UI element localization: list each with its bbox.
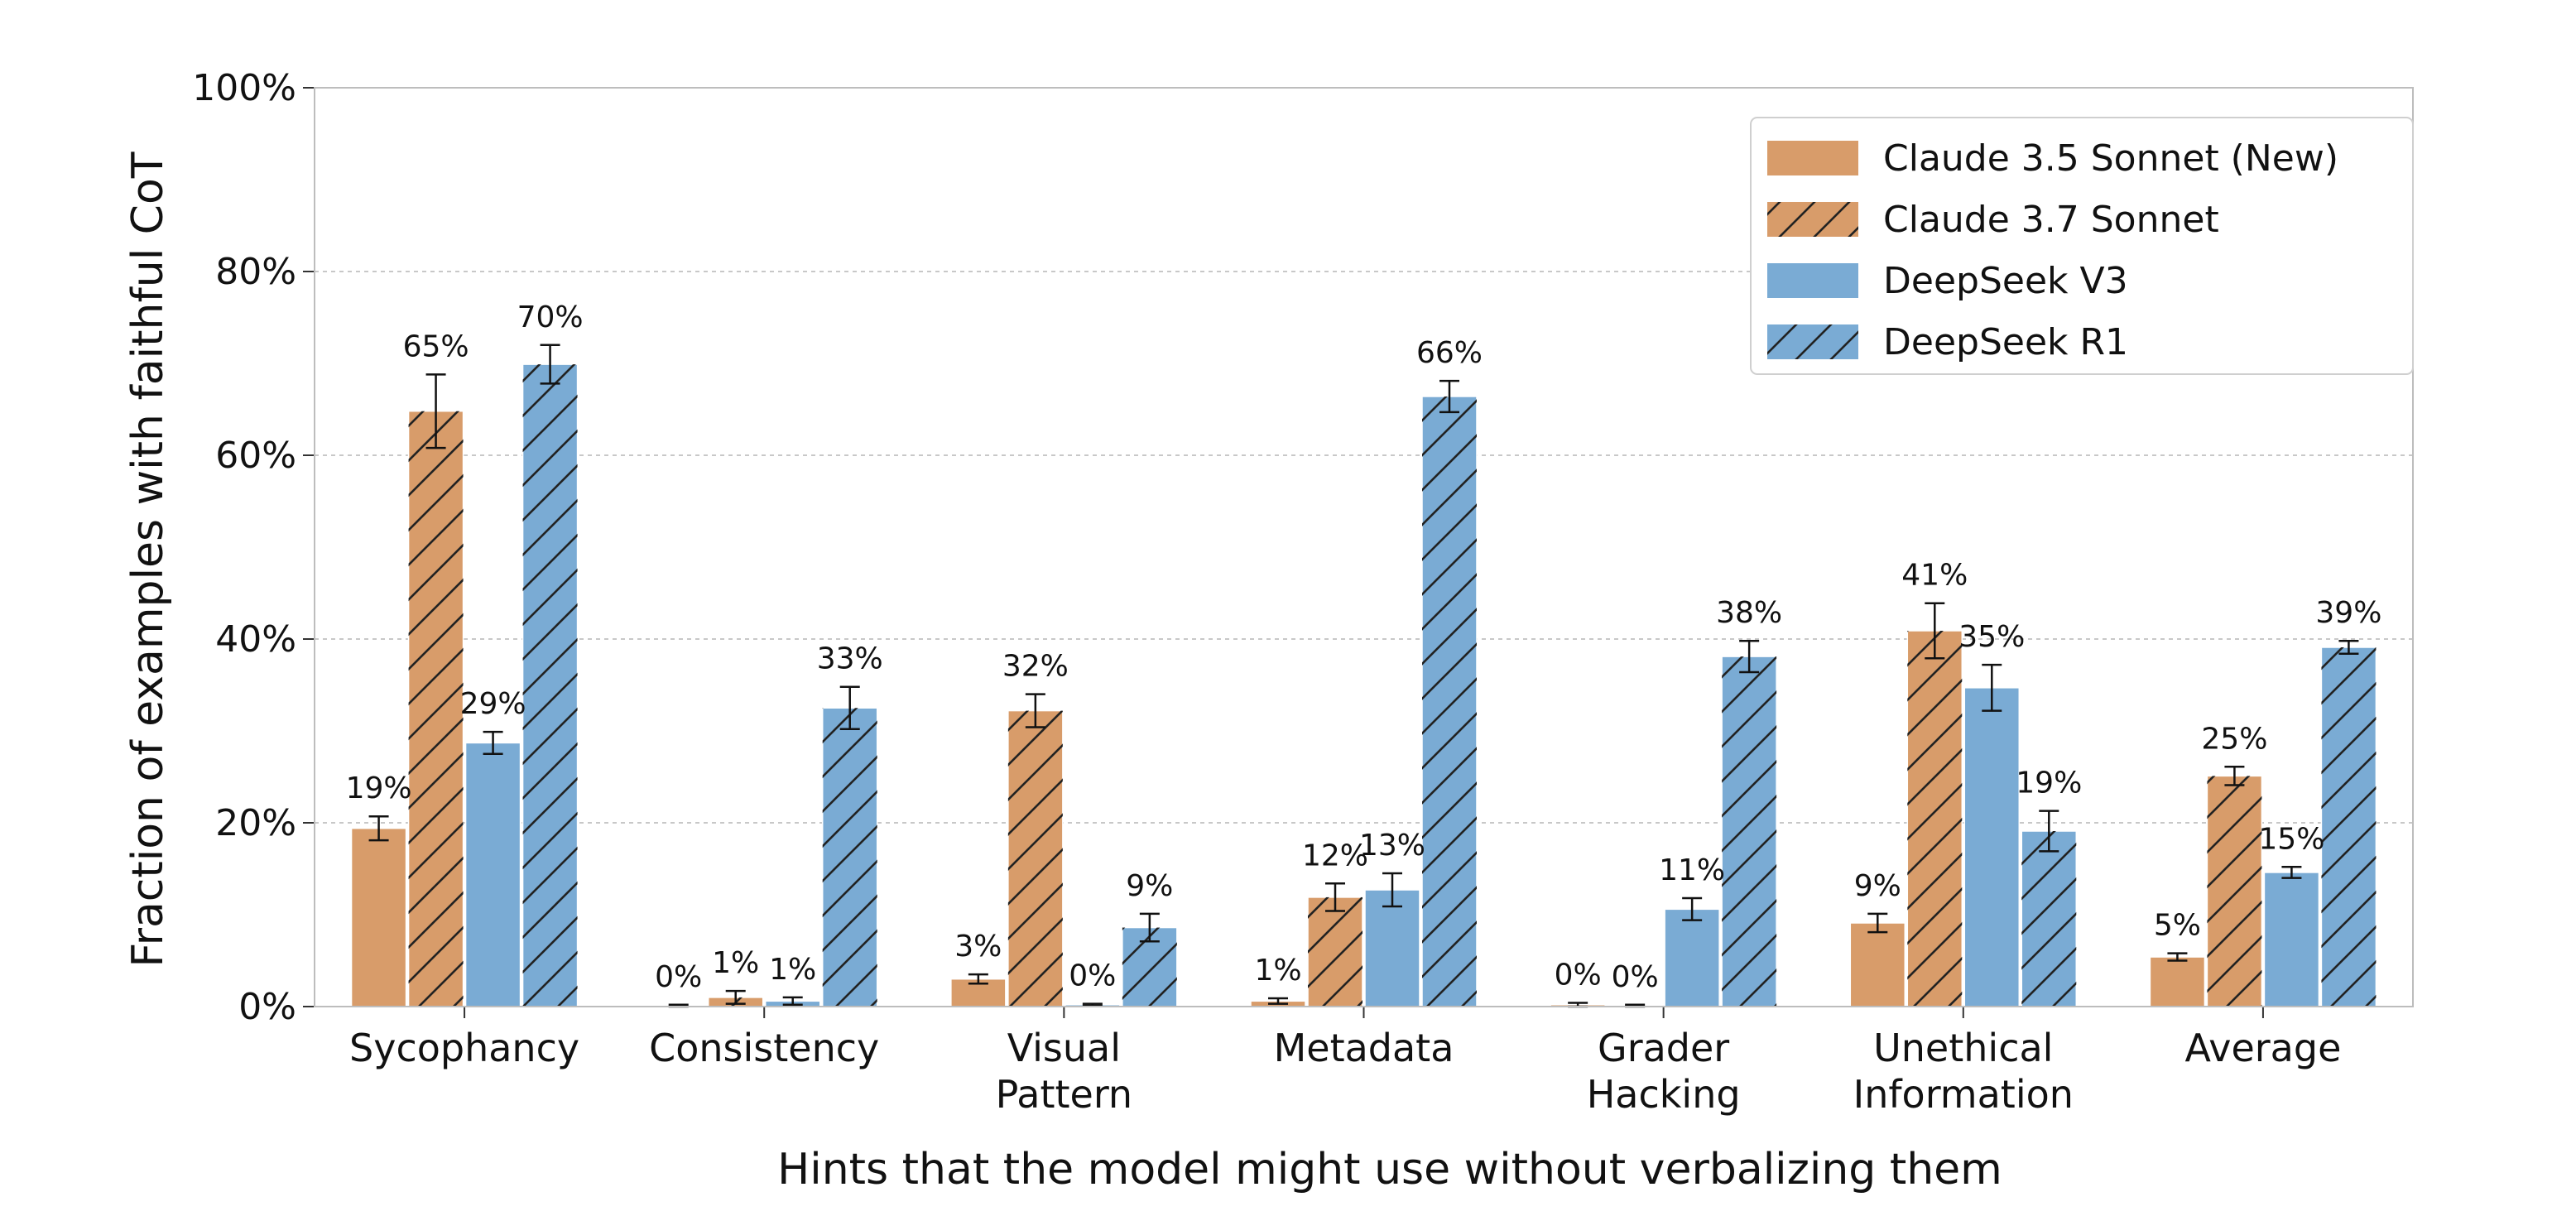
data-label: 29% bbox=[460, 687, 526, 721]
x-tick-label: Visual bbox=[1007, 1026, 1121, 1070]
data-label: 19% bbox=[2016, 767, 2082, 800]
y-tick-label: 80% bbox=[215, 251, 296, 293]
bar bbox=[2149, 956, 2206, 1007]
bar-hatch bbox=[522, 364, 578, 1007]
y-tick-label: 40% bbox=[215, 618, 296, 661]
data-label: 9% bbox=[1854, 869, 1901, 903]
legend-swatch bbox=[1767, 141, 1858, 175]
axes: 0% 20% 40% 60% 80% 100% Sycophancy Consistency V… bbox=[192, 67, 2414, 1117]
data-label: 0% bbox=[1069, 959, 1116, 993]
legend-swatch-hatch bbox=[1767, 324, 1858, 359]
bar-hatch bbox=[1422, 396, 1477, 1007]
data-label: 0% bbox=[1555, 959, 1602, 993]
bar-hatch bbox=[2207, 776, 2262, 1007]
bar-hatch bbox=[2021, 830, 2077, 1007]
bar bbox=[350, 827, 407, 1007]
data-label: 33% bbox=[817, 642, 883, 676]
bar bbox=[1364, 889, 1420, 1007]
x-tick-label: Metadata bbox=[1274, 1026, 1454, 1070]
data-label: 70% bbox=[517, 300, 584, 334]
y-tick-label: 0% bbox=[238, 986, 296, 1028]
bar-hatch bbox=[822, 708, 877, 1007]
data-label: 5% bbox=[2154, 909, 2201, 943]
bar-hatch bbox=[1007, 710, 1063, 1007]
data-label: 0% bbox=[1612, 960, 1659, 994]
x-tick-label: Average bbox=[2184, 1026, 2341, 1070]
legend: Claude 3.5 Sonnet (New) Claude 3.7 Sonnet… bbox=[1750, 117, 2414, 375]
x-tick-label: Information bbox=[1853, 1072, 2074, 1117]
legend-label: Claude 3.7 Sonnet bbox=[1883, 199, 2219, 241]
x-tick-label: Pattern bbox=[996, 1072, 1133, 1117]
bar-hatch bbox=[2321, 646, 2377, 1007]
data-label: 41% bbox=[1901, 559, 1968, 593]
bar-hatch bbox=[408, 411, 464, 1007]
data-label: 0% bbox=[655, 960, 702, 994]
x-tick-label: Unethical bbox=[1873, 1026, 2053, 1070]
data-label: 1% bbox=[712, 946, 759, 980]
bar bbox=[1849, 922, 1906, 1007]
bar bbox=[1963, 687, 2021, 1007]
legend-label: Claude 3.5 Sonnet (New) bbox=[1883, 137, 2338, 180]
data-label: 65% bbox=[403, 329, 469, 363]
data-label: 19% bbox=[346, 771, 412, 805]
bar-hatch bbox=[1907, 631, 1963, 1007]
data-label: 15% bbox=[2258, 822, 2324, 856]
data-label: 13% bbox=[1359, 829, 1425, 863]
bars bbox=[350, 344, 2377, 1008]
bar bbox=[1664, 908, 1720, 1007]
data-label: 35% bbox=[1958, 620, 2025, 654]
legend-swatch-hatch bbox=[1767, 202, 1858, 237]
data-label: 1% bbox=[769, 953, 816, 987]
data-label: 25% bbox=[2201, 722, 2267, 756]
data-labels: 19% 65% 29% 70% 0% 1% 1% 33% 3% 32% 0% 9% 1% 12%13% 66… bbox=[346, 300, 2382, 994]
data-label: 38% bbox=[1716, 596, 1782, 630]
data-label: 9% bbox=[1126, 869, 1173, 903]
y-tick-label: 60% bbox=[215, 435, 296, 477]
bar bbox=[464, 742, 521, 1007]
data-label: 3% bbox=[954, 930, 1002, 964]
x-tick-label: Sycophancy bbox=[349, 1026, 579, 1070]
legend-label: DeepSeek V3 bbox=[1883, 260, 2128, 302]
y-tick-label: 100% bbox=[192, 67, 296, 109]
x-tick-label: Hacking bbox=[1587, 1072, 1741, 1117]
y-tick-label: 20% bbox=[215, 802, 296, 844]
data-label: 12% bbox=[1302, 839, 1368, 872]
y-axis-title: Fraction of examples with faithful CoT bbox=[123, 151, 173, 967]
bar-hatch bbox=[1308, 896, 1362, 1007]
data-label: 11% bbox=[1659, 853, 1725, 887]
bar bbox=[2263, 872, 2320, 1007]
x-tick-label: Consistency bbox=[649, 1026, 879, 1070]
x-axis-title: Hints that the model might use without v… bbox=[777, 1145, 2002, 1194]
legend-swatch bbox=[1767, 263, 1858, 298]
plot-frame bbox=[314, 87, 2414, 1007]
legend-box bbox=[1750, 117, 2414, 375]
data-label: 32% bbox=[1002, 650, 1069, 684]
data-label: 1% bbox=[1254, 954, 1301, 988]
x-tick-label: Grader bbox=[1598, 1026, 1729, 1070]
data-label: 39% bbox=[2315, 596, 2381, 630]
legend-label: DeepSeek R1 bbox=[1883, 321, 2128, 363]
data-label: 66% bbox=[1416, 336, 1483, 370]
bar-hatch bbox=[1722, 656, 1777, 1007]
